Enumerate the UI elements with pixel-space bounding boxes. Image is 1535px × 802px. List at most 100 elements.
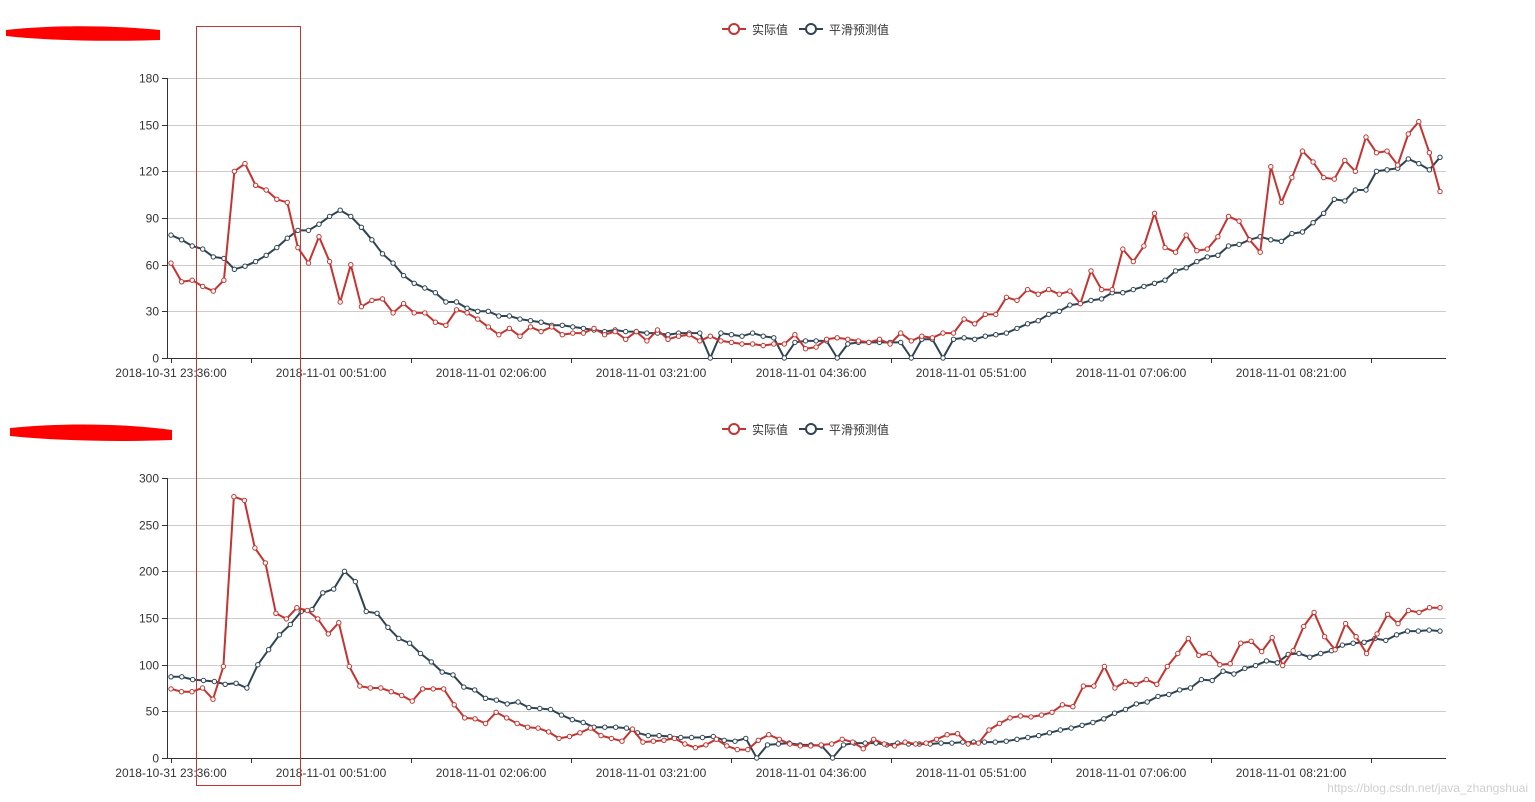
data-point[interactable] [898, 339, 904, 346]
data-point[interactable] [493, 709, 499, 715]
data-point[interactable] [661, 737, 667, 743]
data-point[interactable] [724, 743, 730, 749]
data-point[interactable] [986, 727, 992, 733]
data-point[interactable] [1246, 237, 1253, 243]
data-point[interactable] [760, 333, 766, 339]
data-point[interactable] [1133, 701, 1140, 707]
data-point[interactable] [898, 330, 904, 336]
data-point[interactable] [1098, 296, 1105, 302]
data-point[interactable] [538, 328, 544, 335]
data-point[interactable] [242, 160, 248, 167]
data-point[interactable] [420, 686, 426, 692]
data-point[interactable] [506, 325, 513, 332]
data-point[interactable] [464, 310, 470, 316]
data-point[interactable] [850, 739, 856, 745]
data-point[interactable] [1067, 302, 1073, 308]
data-point[interactable] [1280, 662, 1286, 669]
data-point[interactable] [1426, 167, 1433, 173]
data-point[interactable] [406, 640, 413, 646]
data-point[interactable] [482, 695, 489, 701]
data-point[interactable] [569, 717, 575, 723]
data-point[interactable] [1321, 634, 1328, 640]
data-point[interactable] [1217, 662, 1223, 668]
data-point[interactable] [699, 734, 706, 741]
data-point[interactable] [1035, 318, 1041, 324]
data-point[interactable] [1227, 661, 1233, 667]
data-point[interactable] [678, 734, 684, 741]
data-point[interactable] [1342, 198, 1348, 204]
data-point[interactable] [745, 746, 751, 753]
data-point[interactable] [580, 719, 586, 726]
data-point[interactable] [558, 712, 565, 718]
data-point[interactable] [537, 705, 543, 712]
data-point[interactable] [1310, 220, 1316, 226]
data-point[interactable] [1363, 650, 1370, 657]
data-point[interactable] [1025, 734, 1031, 741]
data-point[interactable] [524, 724, 531, 730]
data-point[interactable] [326, 258, 333, 265]
data-point[interactable] [200, 246, 206, 252]
data-point[interactable] [241, 497, 248, 504]
data-point[interactable] [352, 578, 359, 585]
data-point[interactable] [608, 735, 615, 742]
data-point[interactable] [929, 335, 936, 341]
data-point[interactable] [1289, 174, 1295, 181]
data-point[interactable] [1361, 639, 1367, 645]
data-point[interactable] [1014, 297, 1020, 304]
data-point[interactable] [472, 687, 478, 693]
data-point[interactable] [938, 740, 944, 746]
legend-item-smoothed[interactable]: 平滑预测值 [799, 422, 889, 437]
legend-item-actual[interactable]: 实际值 [722, 22, 788, 37]
data-point[interactable] [949, 740, 955, 746]
data-point[interactable] [688, 734, 695, 741]
data-point[interactable] [1238, 640, 1244, 646]
data-point[interactable] [1172, 268, 1179, 274]
data-point[interactable] [309, 606, 315, 613]
data-point[interactable] [189, 689, 195, 695]
data-point[interactable] [1130, 258, 1137, 265]
data-point[interactable] [559, 322, 565, 328]
data-point[interactable] [665, 332, 671, 338]
data-point[interactable] [547, 706, 554, 713]
data-point[interactable] [316, 234, 322, 240]
data-point[interactable] [703, 742, 709, 748]
data-point[interactable] [1112, 685, 1118, 691]
data-point[interactable] [792, 332, 798, 338]
data-point[interactable] [168, 260, 174, 266]
data-point[interactable] [178, 237, 185, 243]
data-point[interactable] [1384, 611, 1391, 617]
data-point[interactable] [728, 339, 735, 346]
data-point[interactable] [1383, 637, 1389, 644]
data-point[interactable] [336, 620, 342, 626]
data-point[interactable] [981, 739, 988, 745]
data-point[interactable] [1331, 196, 1338, 203]
data-point[interactable] [1301, 623, 1307, 630]
data-point[interactable] [1321, 174, 1327, 181]
data-point[interactable] [231, 168, 238, 175]
data-point[interactable] [276, 632, 283, 638]
data-point[interactable] [881, 741, 887, 747]
data-point[interactable] [743, 735, 749, 742]
data-point[interactable] [644, 338, 650, 344]
data-point[interactable] [619, 738, 625, 744]
data-point[interactable] [1028, 714, 1034, 720]
data-point[interactable] [839, 736, 845, 742]
data-point[interactable] [496, 313, 502, 319]
data-point[interactable] [692, 745, 699, 751]
data-point[interactable] [1141, 243, 1147, 249]
data-point[interactable] [1405, 131, 1412, 137]
data-point[interactable] [545, 729, 552, 735]
data-point[interactable] [1194, 258, 1200, 265]
data-point[interactable] [374, 610, 380, 616]
data-point[interactable] [400, 272, 407, 279]
data-point[interactable] [1162, 244, 1168, 251]
data-point[interactable] [1416, 609, 1422, 616]
data-point[interactable] [972, 321, 978, 327]
data-point[interactable] [887, 341, 893, 347]
data-point[interactable] [1384, 167, 1390, 173]
data-point[interactable] [1204, 246, 1211, 252]
data-point[interactable] [1067, 288, 1073, 294]
data-point[interactable] [348, 262, 354, 268]
data-point[interactable] [1363, 134, 1369, 140]
data-point[interactable] [1098, 286, 1105, 293]
